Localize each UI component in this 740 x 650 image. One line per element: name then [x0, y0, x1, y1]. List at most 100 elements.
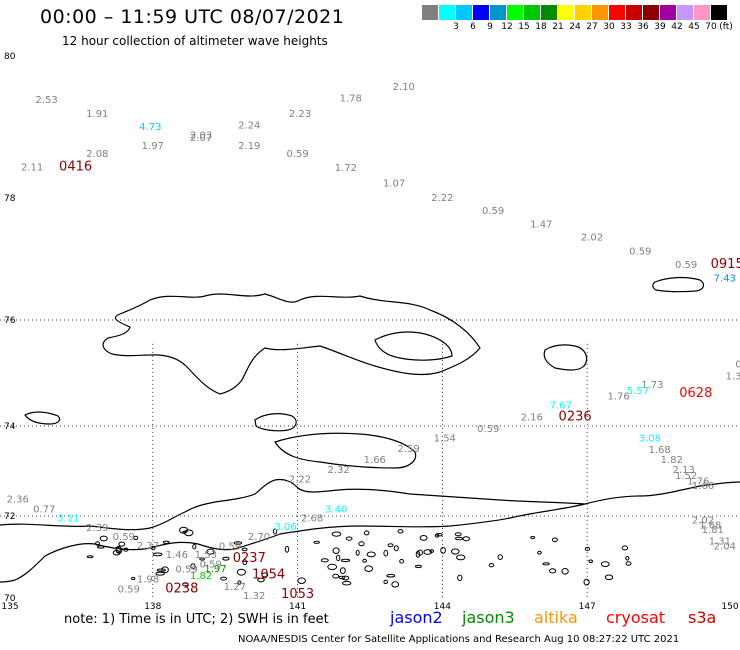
legend-swatch-label: 39 [654, 22, 666, 32]
wave-height-value: 2.53 [35, 95, 57, 106]
coastline-small-island [254, 413, 297, 432]
wave-height-value: 2.07 [190, 133, 212, 144]
wave-height-value: 1.76 [687, 477, 709, 488]
wave-height-value: 0.59 [482, 206, 504, 217]
lon-tick-label: 138 [144, 602, 161, 612]
legend-swatch [473, 5, 489, 20]
footnote: note: 1) Time is in UTC; 2) SWH is in fe… [64, 612, 329, 627]
coastline-east-island [543, 344, 588, 371]
small-island [393, 545, 399, 552]
small-island [386, 573, 396, 578]
wave-height-value: 2.13 [673, 465, 695, 476]
wave-height-value: 3.08 [639, 433, 661, 444]
small-island [150, 545, 156, 551]
small-island [156, 568, 166, 572]
legend-swatch [592, 5, 608, 20]
lon-tick-label: 150 [721, 602, 738, 612]
wave-height-value: 1.07 [383, 179, 405, 190]
legend-swatch-label: 12 [501, 22, 513, 32]
legend-swatch-label: 18 [535, 22, 547, 32]
small-island [436, 533, 443, 537]
satellite-name-cryosat: cryosat [606, 608, 666, 627]
small-island [257, 577, 265, 583]
small-island [419, 535, 428, 541]
wave-height-value: 3.06 [274, 522, 296, 533]
wave-height-value: 1.66 [692, 481, 714, 492]
lon-tick-label: 144 [434, 602, 451, 612]
wave-height-value: 2.22 [289, 475, 311, 486]
wave-height-value: 2.24 [238, 120, 260, 131]
wave-height-value: 2.02 [581, 233, 603, 244]
wave-height-value: 1.54 [434, 433, 456, 444]
small-island [152, 552, 163, 557]
small-island [457, 574, 463, 581]
small-island [362, 558, 367, 563]
map-title: 00:00 – 11:59 UTC 08/07/2021 [40, 6, 345, 28]
lat-tick-label: 80 [4, 52, 16, 62]
wave-height-value: 1.68 [648, 445, 670, 456]
coastline [0, 276, 740, 583]
small-island [415, 550, 421, 558]
coastline-eastern-shore [584, 481, 740, 505]
legend-swatch-label: 33 [620, 22, 632, 32]
small-island [272, 528, 278, 535]
lat-tick-label: 76 [4, 316, 16, 326]
small-island [340, 558, 351, 563]
legend-swatch [507, 5, 523, 20]
wave-height-value: 2.36 [7, 495, 29, 506]
wave-height-value: 0.59 [477, 424, 499, 435]
wave-height-value: 1.81 [702, 525, 724, 536]
wave-height-value: 2.70 [248, 532, 270, 543]
small-island [561, 568, 569, 575]
satellite-name-s3a: s3a [688, 608, 717, 627]
legend-swatch-label: 27 [586, 22, 598, 32]
wave-height-value: 0.59 [675, 260, 697, 271]
small-island [182, 582, 189, 587]
small-island [440, 547, 447, 554]
legend-swatch-label: 3 [453, 22, 459, 32]
small-island [363, 530, 370, 536]
lat-tick-label: 70 [4, 594, 16, 604]
small-island [621, 545, 629, 551]
legend-swatch [541, 5, 557, 20]
small-island [179, 526, 189, 534]
legend-swatch-label: 70 [705, 22, 717, 32]
legend-swatch [422, 5, 438, 20]
small-island [542, 562, 550, 566]
small-island [497, 554, 503, 560]
small-island [345, 536, 353, 541]
small-island [199, 557, 206, 561]
wave-height-value: 2.23 [289, 109, 311, 120]
wave-height-value: 2.08 [86, 149, 108, 160]
wave-height-value: 2.59 [397, 444, 419, 455]
small-island [115, 545, 122, 553]
wave-height-value: 1.68 [699, 520, 721, 531]
wave-height-value: 1.78 [340, 93, 362, 104]
small-island [339, 567, 346, 574]
lat-tick-label: 78 [4, 194, 16, 204]
pass-time-label: 1054 [252, 567, 285, 582]
coastline-west-strip [24, 411, 61, 425]
legend-swatch [660, 5, 676, 20]
small-island [397, 529, 404, 534]
pass-time-label: 0915 [711, 257, 740, 272]
legend-unit-label: (ft) [719, 22, 733, 32]
coastline-central-island [274, 432, 417, 469]
small-island [355, 549, 360, 556]
small-island [488, 563, 495, 568]
wave-height-value: 0.59 [735, 360, 740, 371]
small-island [236, 568, 246, 576]
lon-tick-label: 147 [579, 602, 596, 612]
wave-height-value: 1.97 [204, 564, 226, 575]
wave-height-value: 1.73 [641, 380, 663, 391]
small-island [366, 551, 376, 558]
wave-height-value: 2.19 [238, 141, 260, 152]
small-island [99, 535, 108, 542]
small-island [97, 545, 105, 549]
wave-height-value: 1.97 [142, 141, 164, 152]
lon-tick-label: 135 [1, 602, 18, 612]
small-island [549, 568, 557, 574]
wave-height-value: 7.43 [714, 274, 736, 285]
small-island [364, 565, 374, 573]
